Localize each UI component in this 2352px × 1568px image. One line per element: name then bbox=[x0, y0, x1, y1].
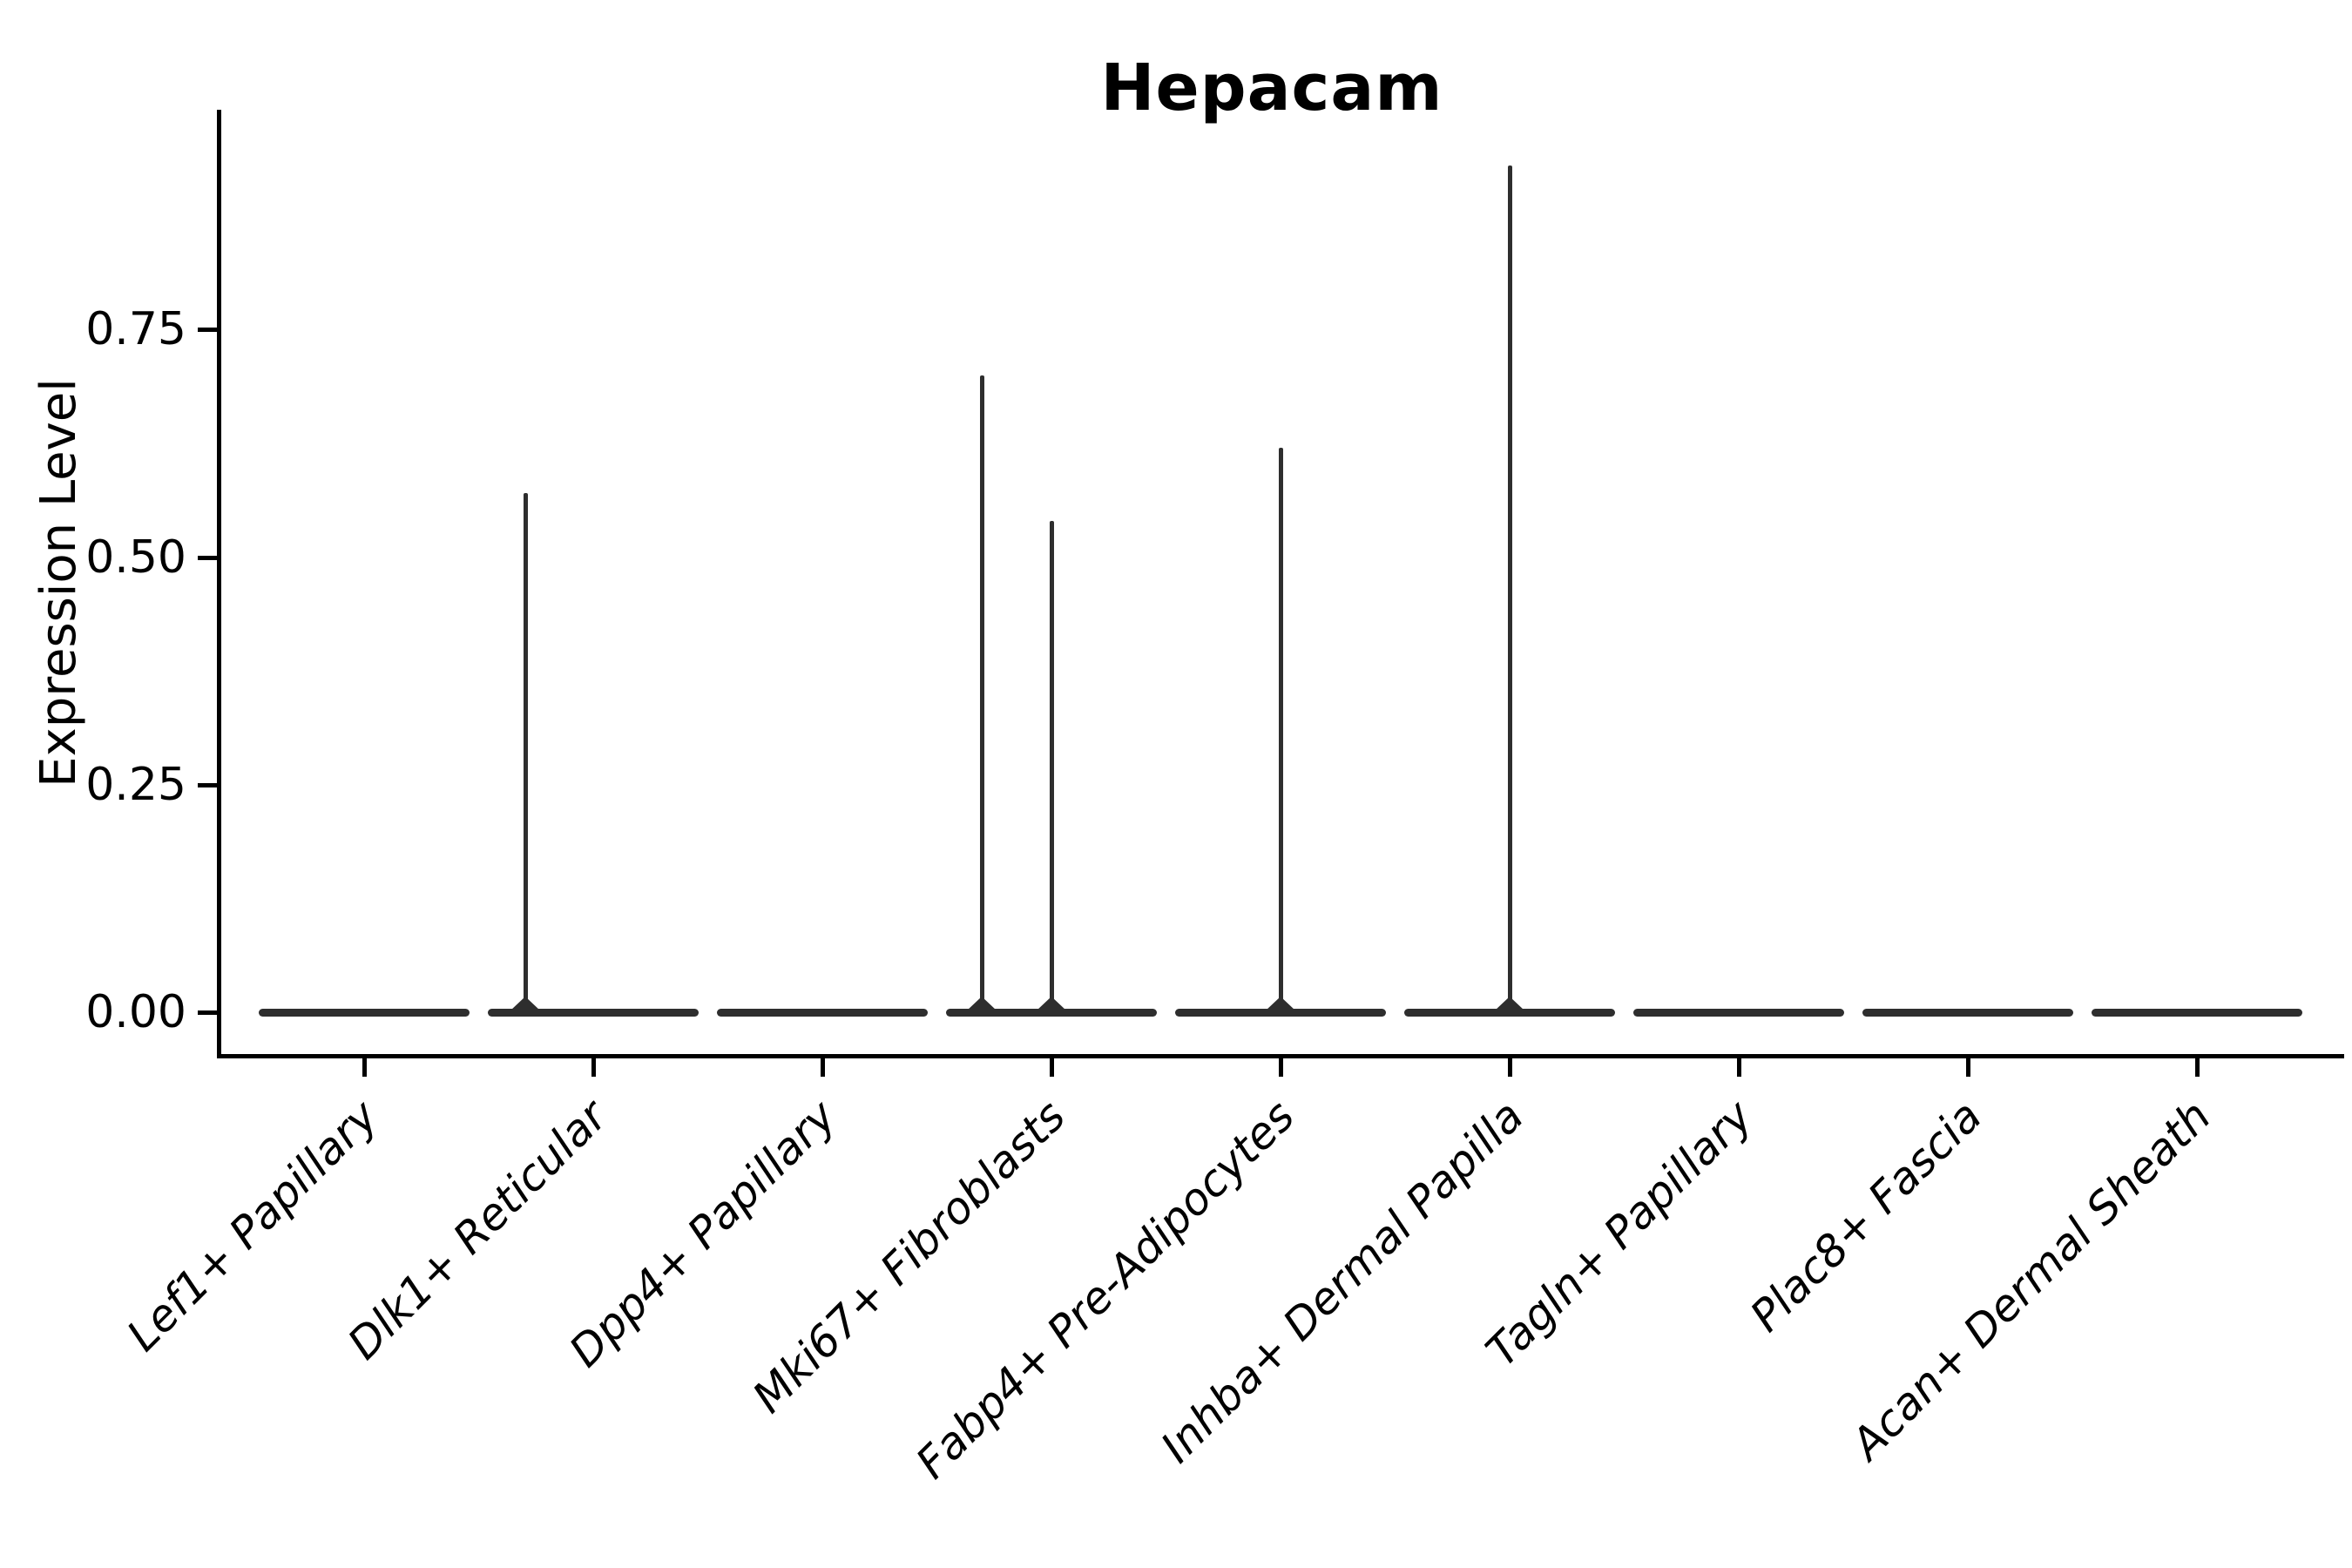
violin-spike-flare bbox=[510, 997, 540, 1010]
y-tick bbox=[198, 328, 218, 333]
y-tick bbox=[198, 555, 218, 560]
violin-spike bbox=[1278, 448, 1283, 1012]
violin-baseline bbox=[1404, 1008, 1615, 1017]
violin-spike-flare bbox=[1495, 997, 1524, 1010]
page-title: Hepacam bbox=[1100, 51, 1443, 125]
violin-spike-flare bbox=[967, 997, 997, 1010]
x-tick bbox=[362, 1056, 367, 1077]
x-tick bbox=[1737, 1056, 1741, 1077]
violin-spike bbox=[523, 493, 528, 1012]
violin-spike bbox=[1507, 166, 1512, 1012]
violin-spike-flare bbox=[1037, 997, 1066, 1010]
violin-spike-flare bbox=[1266, 997, 1295, 1010]
x-tick bbox=[591, 1056, 596, 1077]
y-axis-spine bbox=[217, 110, 221, 1058]
violin-spike bbox=[1049, 520, 1054, 1012]
x-tick bbox=[1279, 1056, 1283, 1077]
violin-baseline bbox=[1633, 1008, 1844, 1017]
violin-baseline bbox=[1175, 1008, 1386, 1017]
y-tick bbox=[198, 1010, 218, 1015]
y-tick-label: 0.25 bbox=[85, 758, 186, 811]
x-tick bbox=[1050, 1056, 1054, 1077]
x-tick bbox=[2195, 1056, 2200, 1077]
violin-baseline bbox=[1862, 1008, 2073, 1017]
y-tick bbox=[198, 782, 218, 787]
y-tick-label: 0.50 bbox=[85, 531, 186, 584]
x-tick bbox=[821, 1056, 825, 1077]
x-tick bbox=[1508, 1056, 1512, 1077]
violin-baseline bbox=[717, 1008, 928, 1017]
violin-baseline bbox=[259, 1008, 470, 1017]
x-tick bbox=[1966, 1056, 1970, 1077]
violin-baseline bbox=[946, 1008, 1157, 1017]
y-tick-label: 0.75 bbox=[85, 303, 186, 356]
violin-baseline bbox=[2092, 1008, 2302, 1017]
y-tick-label: 0.00 bbox=[85, 986, 186, 1038]
violin-spike bbox=[979, 375, 984, 1012]
violin-baseline bbox=[488, 1008, 699, 1017]
